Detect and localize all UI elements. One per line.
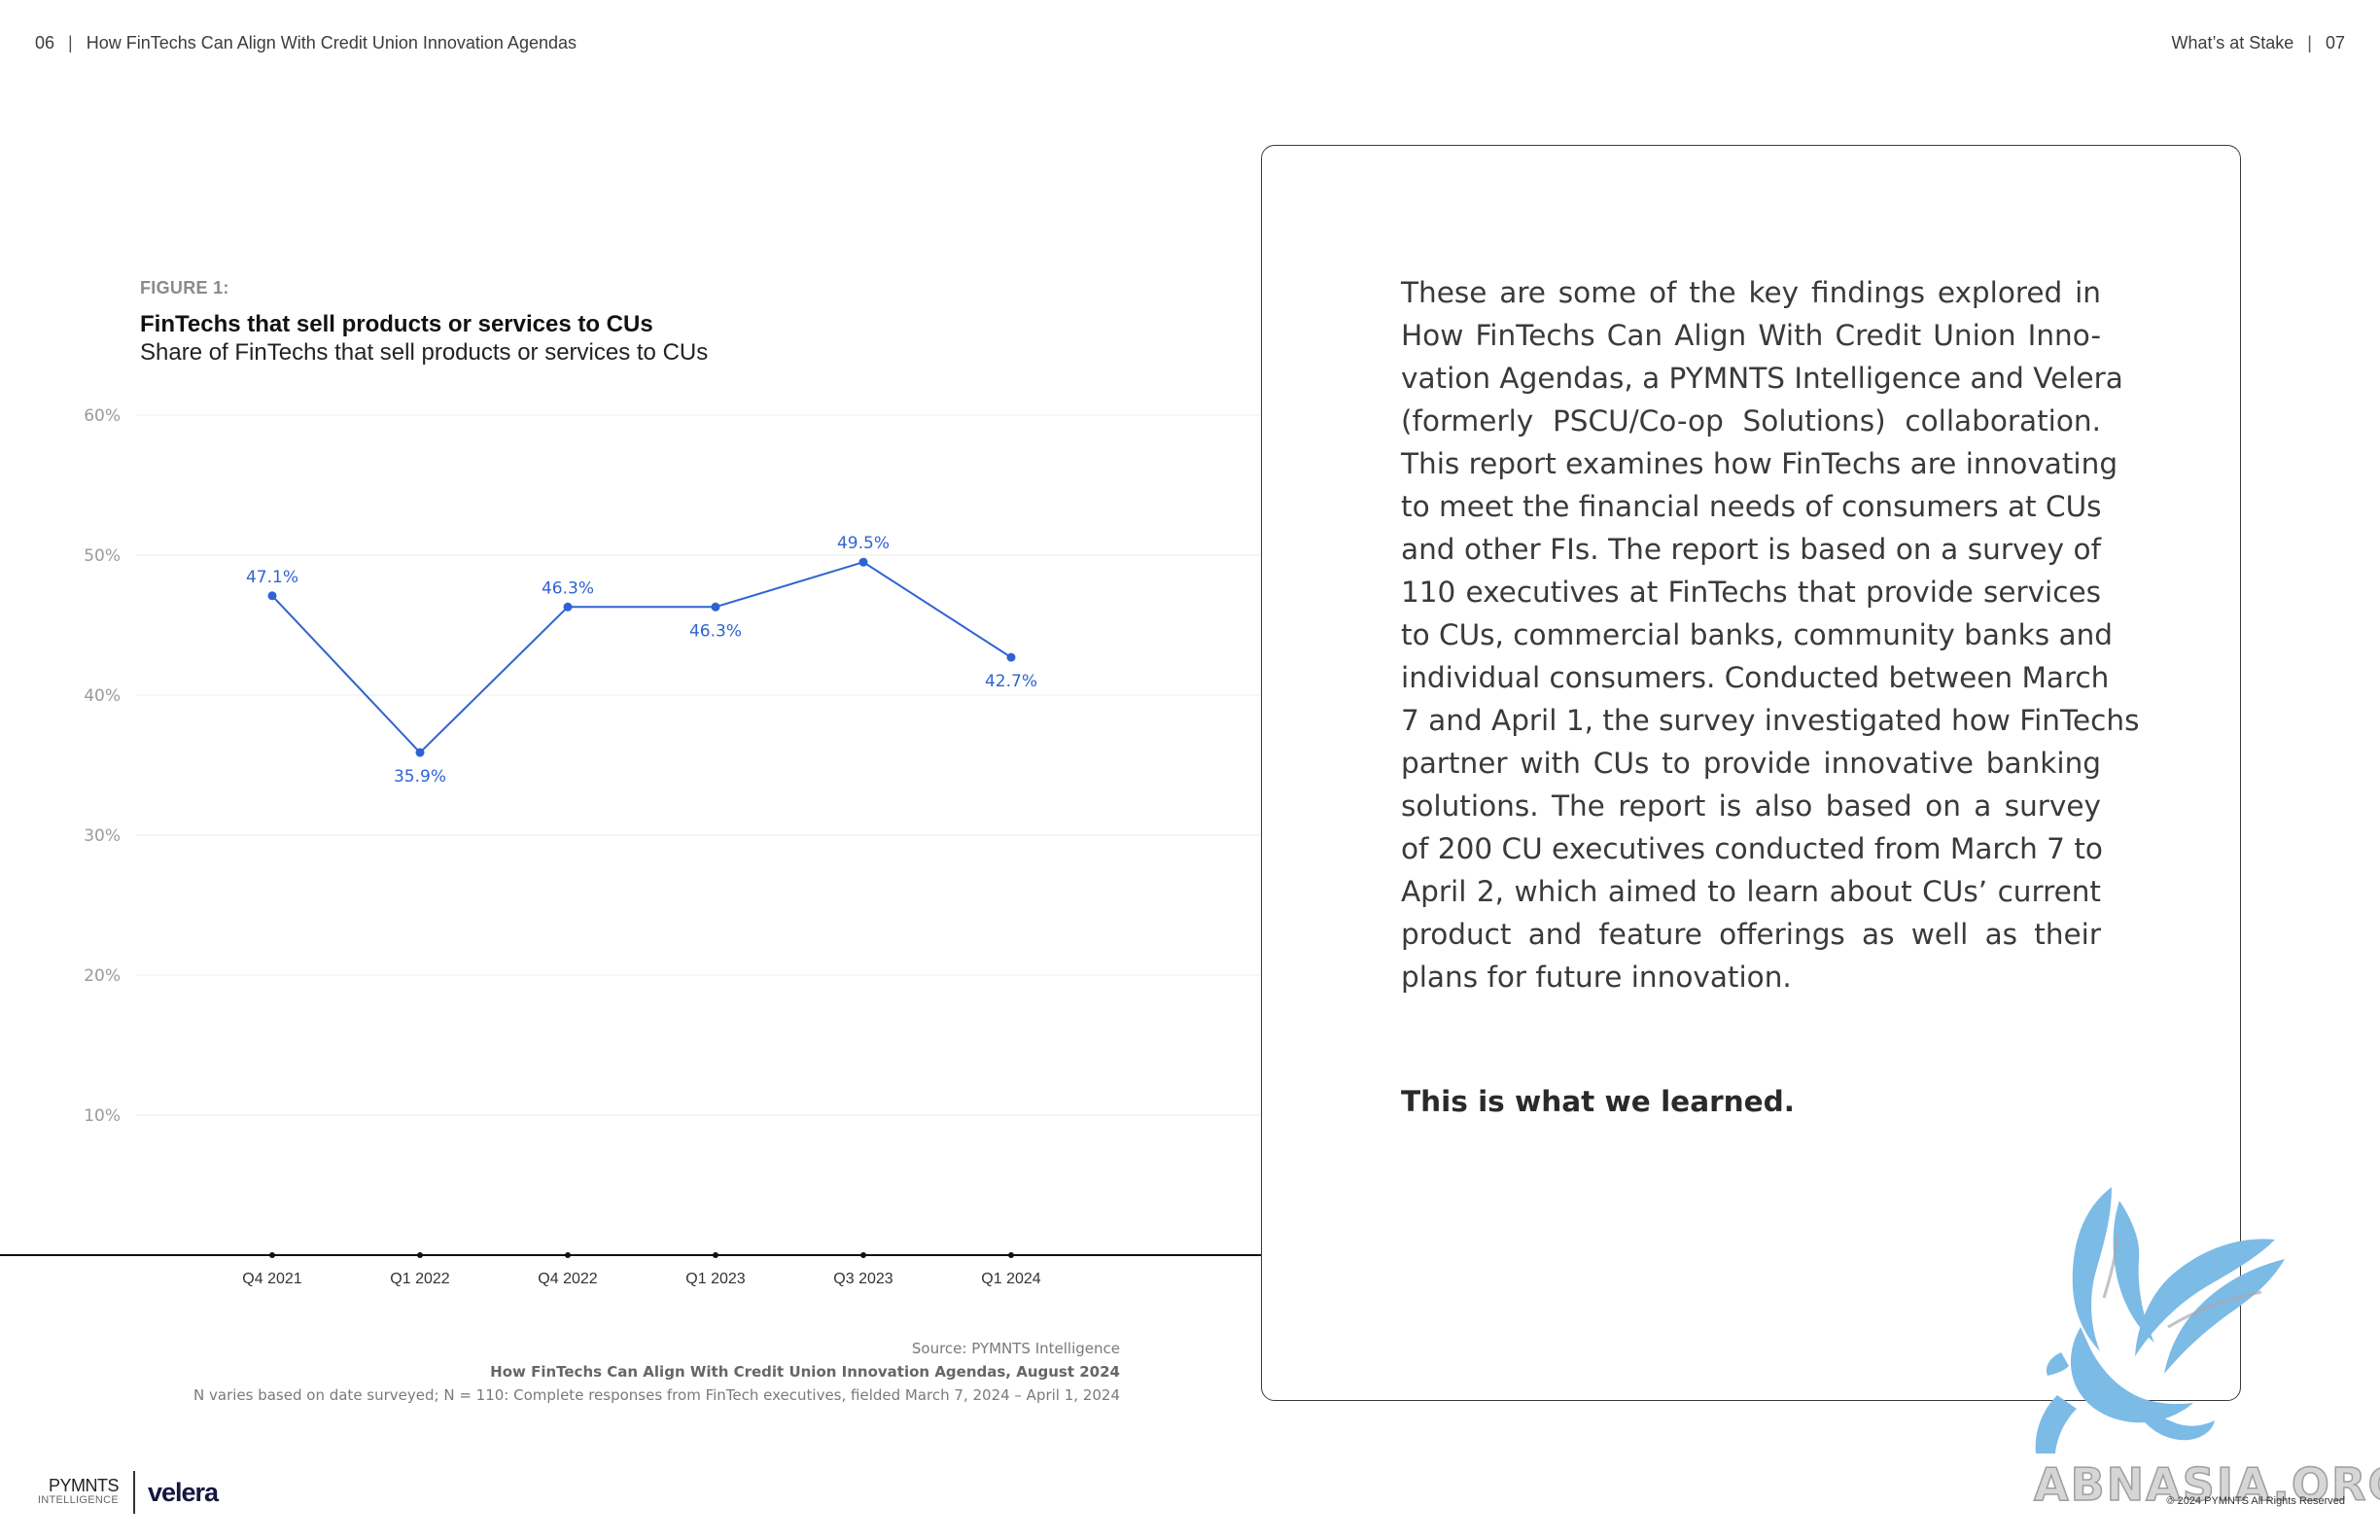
- x-tick-mark: [565, 1252, 571, 1258]
- figure-title: FinTechs that sell products or services …: [140, 311, 653, 337]
- data-label: 42.7%: [985, 672, 1037, 691]
- findings-line: How FinTechs Can Align With Credit Union…: [1401, 319, 2101, 352]
- y-tick-label: 40%: [84, 686, 121, 706]
- source-line: Source: PYMNTS Intelligence: [911, 1340, 1120, 1357]
- x-tick-label: Q1 2023: [685, 1271, 745, 1287]
- data-point: [1006, 652, 1016, 662]
- pymnts-logo-text: PYMNTS: [48, 1476, 120, 1495]
- left-page-number: 06: [35, 33, 55, 52]
- x-tick-mark: [417, 1252, 423, 1258]
- page-header-right: What’s at Stake | 07: [2172, 33, 2345, 53]
- findings-panel: [1261, 145, 2241, 1401]
- pymnts-intelligence-logo: PYMNTS INTELLIGENCE: [33, 1476, 120, 1506]
- velera-logo: velera: [148, 1478, 219, 1507]
- findings-line: solutions. The report is also based on a…: [1401, 789, 2101, 822]
- data-point: [415, 748, 425, 757]
- data-point: [563, 602, 573, 612]
- page-header-left: 06 | How FinTechs Can Align With Credit Un…: [35, 33, 577, 53]
- series-line: [271, 561, 1012, 754]
- data-label: 47.1%: [246, 568, 298, 587]
- findings-line: product and feature offerings as well as…: [1401, 918, 2101, 951]
- logo-divider: [133, 1471, 135, 1514]
- data-point: [267, 591, 277, 601]
- header-separator: |: [2307, 33, 2312, 52]
- figure-subtitle: Share of FinTechs that sell products or …: [140, 339, 709, 366]
- right-page-number: 07: [2325, 33, 2345, 52]
- findings-line: to meet the financial needs of consumers…: [1401, 490, 2102, 523]
- x-tick-mark: [1008, 1252, 1014, 1258]
- griffin-watermark-icon: [2035, 1187, 2285, 1453]
- copyright-notice: © 2024 PYMNTS All Rights Reserved: [2166, 1495, 2345, 1507]
- findings-line: partner with CUs to provide innovative b…: [1401, 747, 2101, 780]
- x-tick-label: Q4 2022: [538, 1271, 597, 1287]
- y-tick-label: 60%: [84, 406, 121, 426]
- data-label: 46.3%: [689, 621, 742, 641]
- y-tick-label: 50%: [84, 546, 121, 566]
- source-report-title: How FinTechs Can Align With Credit Union…: [490, 1363, 1120, 1381]
- findings-line: These are some of the key findings explo…: [1401, 276, 2101, 309]
- x-tick-label: Q3 2023: [833, 1271, 892, 1287]
- data-point: [711, 602, 720, 612]
- x-tick-label: Q4 2021: [242, 1271, 301, 1287]
- y-tick-label: 20%: [84, 966, 121, 986]
- x-tick-label: Q1 2024: [981, 1271, 1040, 1287]
- data-label: 46.3%: [542, 578, 594, 598]
- x-tick-label: Q1 2022: [390, 1271, 449, 1287]
- y-tick-label: 30%: [84, 826, 121, 846]
- findings-line: (formerly PSCU/Co-op Solutions) collabor…: [1401, 404, 2101, 438]
- findings-line: and other FIs. The report is based on a …: [1401, 533, 2101, 566]
- findings-line: 110 executives at FinTechs that provide …: [1401, 576, 2101, 609]
- line-chart: 10% 20% 30% 40% 50% 60% Q4 2021 Q1 2022 Q4 2022 Q…: [0, 406, 1264, 1287]
- findings-line: vation Agendas, a PYMNTS Intelligence an…: [1401, 362, 2123, 395]
- findings-line: plans for future innovation.: [1401, 961, 1792, 994]
- watermark-text: ABNASIA.ORG: [2033, 1457, 2380, 1512]
- data-label: 35.9%: [394, 767, 446, 787]
- header-separator: |: [68, 33, 73, 52]
- findings-closing: This is what we learned.: [1401, 1085, 1795, 1118]
- x-tick-mark: [269, 1252, 275, 1258]
- findings-line: 7 and April 1, the survey investigated h…: [1401, 704, 2140, 737]
- x-tick-mark: [713, 1252, 718, 1258]
- findings-text: These are some of the key findings explo…: [1401, 271, 2140, 998]
- findings-line: This report examines how FinTechs are in…: [1401, 447, 2118, 480]
- data-point: [858, 557, 868, 567]
- figure-label: FIGURE 1:: [140, 278, 229, 298]
- findings-line: to CUs, commercial banks, community bank…: [1401, 618, 2114, 651]
- pymnts-logo-subtext: INTELLIGENCE: [37, 1494, 119, 1506]
- findings-line: individual consumers. Conducted between …: [1401, 661, 2110, 694]
- findings-line: of 200 CU executives conducted from Marc…: [1401, 832, 2103, 865]
- findings-line: April 2, which aimed to learn about CUs’…: [1401, 875, 2101, 908]
- source-methodology-note: N varies based on date surveyed; N = 110…: [193, 1386, 1120, 1404]
- data-label: 49.5%: [837, 534, 890, 553]
- y-tick-label: 10%: [84, 1106, 121, 1126]
- left-report-title: How FinTechs Can Align With Credit Union…: [86, 33, 577, 52]
- x-tick-mark: [860, 1252, 866, 1258]
- right-section-title: What’s at Stake: [2171, 33, 2294, 52]
